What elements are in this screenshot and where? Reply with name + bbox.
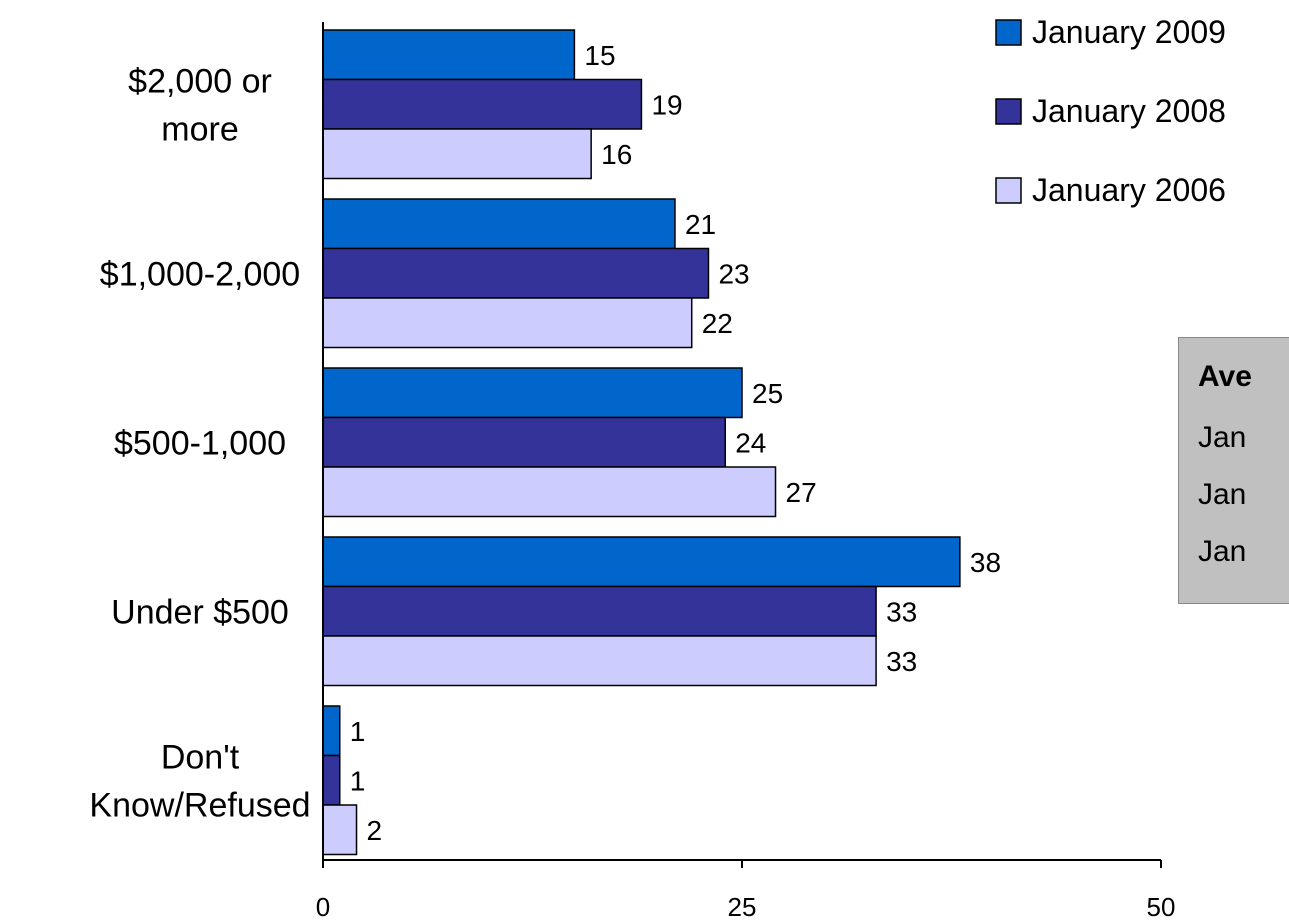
bar-3-series-3 [322, 466, 777, 518]
bar-5-series-3 [322, 804, 358, 856]
category-labels-group: $2,000 or more $1,000-2,000 $500-1,000 Under… [89, 62, 310, 824]
value-label-2-3: 22 [702, 308, 733, 339]
category-label-2: $1,000-2,000 [100, 255, 300, 293]
bar-2-series-1 [322, 198, 676, 250]
average-box: Ave Jan Jan Jan [1178, 337, 1289, 604]
value-label-1-2: 19 [651, 89, 682, 120]
x-tick-label-3: 50 [1147, 892, 1176, 920]
category-label-3: $500-1,000 [114, 424, 286, 462]
legend-label-2: January 2008 [1032, 93, 1226, 129]
x-tick-label-1: 0 [316, 892, 330, 920]
legend-label-3: January 2006 [1032, 172, 1226, 208]
bar-1-series-2 [322, 78, 643, 130]
value-label-1-3: 16 [601, 139, 632, 170]
bar-1-series-3 [322, 128, 592, 180]
average-box-row-3: Jan [1198, 535, 1247, 568]
bar-4-series-1 [322, 536, 961, 588]
value-label-3-3: 27 [786, 477, 817, 508]
value-label-2-1: 21 [685, 209, 716, 240]
value-label-2-2: 23 [718, 258, 749, 289]
value-label-5-1: 1 [350, 716, 366, 747]
legend-swatch-3 [995, 177, 1022, 204]
bars-group [322, 29, 961, 856]
value-label-1-1: 15 [584, 40, 615, 71]
value-label-4-2: 33 [886, 596, 917, 627]
legend-swatch-1 [995, 19, 1022, 46]
x-axis: 0 25 50 [316, 22, 1176, 920]
bar-3-series-2 [322, 416, 726, 468]
bar-3-series-1 [322, 367, 743, 419]
category-label-4: Under $500 [111, 593, 289, 631]
average-box-row-2: Jan [1198, 478, 1247, 511]
bar-5-series-2 [322, 754, 341, 806]
x-tick-label-2: 25 [728, 892, 757, 920]
legend-label-1: January 2009 [1032, 14, 1226, 50]
bar-4-series-3 [322, 635, 877, 687]
bar-2-series-2 [322, 247, 710, 299]
value-label-5-2: 1 [350, 765, 366, 796]
value-label-4-1: 38 [970, 547, 1001, 578]
bar-5-series-1 [322, 705, 341, 757]
value-label-5-3: 2 [367, 815, 383, 846]
legend-swatch-2 [995, 98, 1022, 125]
average-box-row-1: Jan [1198, 421, 1247, 454]
value-label-4-3: 33 [886, 646, 917, 677]
bar-4-series-2 [322, 585, 877, 637]
bar-2-series-3 [322, 297, 693, 349]
value-label-3-2: 24 [735, 427, 766, 458]
category-label-1: $2,000 or more [128, 62, 272, 148]
legend: January 2009 January 2008 January 2006 [995, 14, 1226, 208]
average-box-title: Ave [1198, 360, 1252, 393]
value-label-3-1: 25 [752, 378, 783, 409]
category-label-5: Don't Know/Refused [89, 738, 310, 824]
bar-1-series-1 [322, 29, 576, 81]
